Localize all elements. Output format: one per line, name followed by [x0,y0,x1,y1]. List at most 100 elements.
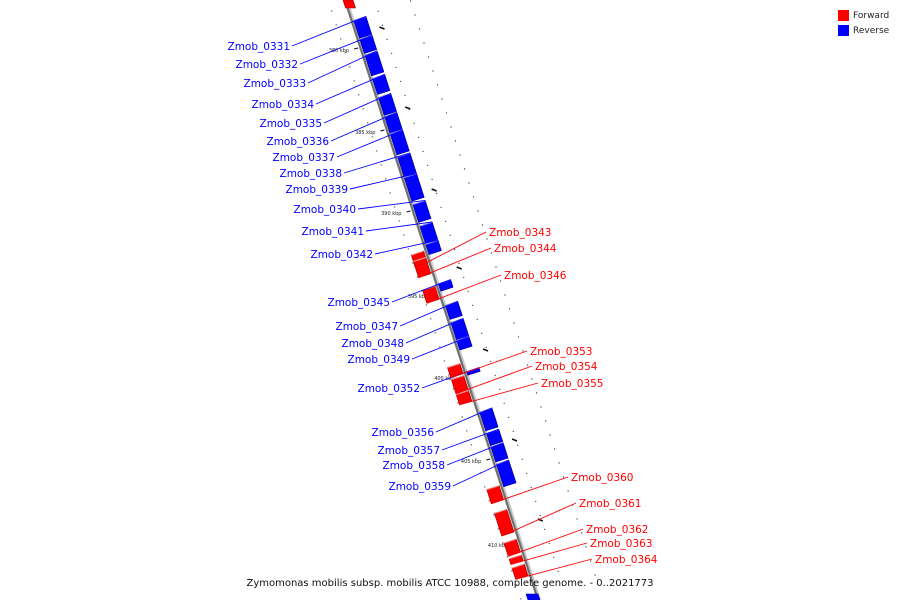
gene-label[interactable]: Zmob_0345 [328,297,390,309]
gene-label[interactable]: Zmob_0342 [311,249,373,261]
track-dot [463,276,465,279]
gene-label[interactable]: Zmob_0362 [586,524,648,536]
gene-label[interactable]: Zmob_0353 [530,346,592,358]
gene-zmob-0362[interactable] [503,538,521,557]
gene-label[interactable]: Zmob_0338 [280,168,342,180]
legend-reverse[interactable]: Reverse [838,23,889,38]
gene-leader-line [508,528,584,557]
track-dot [506,556,508,558]
track-dot [517,444,519,447]
gene-label[interactable]: Zmob_0359 [389,481,451,493]
track-dot [377,10,379,13]
track-dot [485,346,487,349]
track-dot [459,154,461,156]
track-dot [589,560,592,562]
gene-label[interactable]: Zmob_0349 [348,354,410,366]
gene-label[interactable]: Zmob_0344 [494,243,557,255]
track-dot [508,416,510,419]
legend-forward[interactable]: Forward [838,8,889,23]
track-dot [499,280,502,282]
track-dot [553,556,555,559]
track-dot [335,24,337,26]
gene-label[interactable]: Zmob_0346 [504,270,567,282]
track-dot [445,112,448,114]
gene-highlight [413,256,426,263]
gene-label[interactable]: Zmob_0333 [244,78,306,90]
gene-leader-line [459,382,539,406]
gene-label[interactable]: Zmob_0335 [260,118,322,130]
gene-leader-line [510,542,588,565]
gene-label[interactable]: Zmob_0364 [595,554,658,566]
gene-label[interactable]: Zmob_0361 [579,498,641,510]
track-dot [481,224,484,226]
track-dot [526,472,528,475]
gene-label[interactable]: Zmob_0336 [267,136,330,148]
partial-gene-top[interactable] [342,0,356,9]
gene-label[interactable]: Zmob_0340 [294,204,356,216]
gene-label[interactable]: Zmob_0334 [252,99,315,111]
gene-label[interactable]: Zmob_0355 [541,378,603,390]
gene-zmob-0364[interactable] [511,563,529,580]
track-dot [432,70,434,72]
partial-gene-bottom[interactable] [525,593,541,600]
track-dot [389,192,391,194]
track-dot [412,262,414,264]
gene-highlight [486,484,500,491]
gene-label[interactable]: Zmob_0356 [372,427,435,439]
gene-zmob-0339[interactable] [403,172,425,202]
gene-body [403,173,425,202]
track-dot [512,430,514,433]
track-dot [517,336,520,338]
gene-label[interactable]: Zmob_0363 [590,538,652,550]
gene-label[interactable]: Zmob_0343 [489,227,551,239]
track-dot [530,486,532,489]
track-dot [558,462,560,464]
scale-tick-label: 410 kbp [488,543,508,549]
scale-tick-label: 405 kbp [461,459,481,465]
track-dot [434,332,436,334]
gene-label[interactable]: Zmob_0331 [228,41,290,53]
track-dot [594,574,596,576]
gene-label[interactable]: Zmob_0352 [358,383,420,395]
gene-label[interactable]: Zmob_0337 [273,152,335,164]
gene-leader-line [455,365,533,395]
gene-label[interactable]: Zmob_0341 [302,226,364,238]
forward-swatch [838,10,849,21]
track-dot [526,364,529,366]
track-dot [504,294,506,296]
genome-caption: Zymomonas mobilis subsp. mobilis ATCC 10… [246,578,654,589]
track-dot [452,388,454,390]
track-dash [511,438,518,442]
gene-zmob-0332[interactable] [359,34,378,54]
track-dot [466,430,468,432]
track-dot [490,252,493,254]
gene-label[interactable]: Zmob_0357 [378,445,440,457]
track-dot [494,374,496,377]
gene-label[interactable]: Zmob_0347 [336,321,398,333]
track-dot [407,248,409,250]
track-dot [436,84,439,86]
gene-label[interactable]: Zmob_0348 [342,338,404,350]
gene-features [342,0,541,600]
gene-label[interactable]: Zmob_0358 [383,460,445,472]
track-dot [376,150,378,152]
gene-highlight [508,554,522,560]
track-dot [395,66,397,69]
gene-leader-line [446,442,504,466]
gene-label[interactable]: Zmob_0339 [286,184,348,196]
gene-label[interactable]: Zmob_0354 [535,361,598,373]
gene-zmob-0336[interactable] [384,111,404,135]
gene-leader-line [411,336,470,360]
gene-leader-line [374,239,439,255]
gene-zmob-0360[interactable] [486,484,505,505]
gene-label[interactable]: Zmob_0332 [236,59,298,71]
gene-label[interactable]: Zmob_0360 [571,472,633,484]
gene-leader-line [365,221,433,232]
track-dot [385,178,387,180]
gene-leader-line [405,317,464,344]
track-dot [367,122,369,124]
track-dot [427,56,430,58]
gene-highlight [503,538,517,544]
track-dot [457,402,459,404]
track-dot [380,164,382,166]
